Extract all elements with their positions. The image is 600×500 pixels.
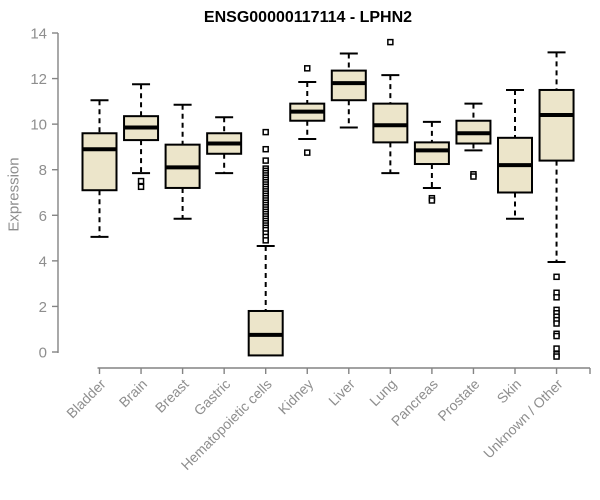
box-brain xyxy=(123,83,160,191)
x-tick-label-brain: Brain xyxy=(116,376,150,410)
iqr-box xyxy=(330,69,367,102)
y-tick-label: 4 xyxy=(39,253,47,270)
box-gastric xyxy=(206,116,243,175)
box-breast xyxy=(164,103,201,220)
outlier-point xyxy=(553,320,560,327)
y-tick-label: 14 xyxy=(30,26,47,43)
iqr-box xyxy=(81,132,118,192)
box-skin xyxy=(497,88,533,220)
outlier-point xyxy=(553,345,560,352)
y-tick-label: 0 xyxy=(39,345,47,362)
outlier-point xyxy=(262,157,269,164)
box-prostate xyxy=(455,102,492,180)
outlier-point xyxy=(304,65,311,72)
x-tick-label-bladder: Bladder xyxy=(63,376,109,422)
iqr-box xyxy=(413,141,450,166)
x-tick-label-lung: Lung xyxy=(366,376,399,409)
box-kidney xyxy=(289,65,326,156)
y-tick-label: 6 xyxy=(39,208,47,225)
iqr-box xyxy=(372,102,409,144)
outlier-point xyxy=(470,173,477,180)
y-tick-label: 12 xyxy=(30,71,47,88)
y-tick-label: 10 xyxy=(30,117,47,134)
outlier-point xyxy=(553,332,560,340)
outlier-point xyxy=(137,177,145,185)
chart-title: ENSG00000117114 - LPHN2 xyxy=(203,9,413,26)
x-tick-label-skin: Skin xyxy=(494,376,525,407)
outlier-point xyxy=(428,197,436,204)
box-liver xyxy=(330,52,367,129)
x-tick-label-liver: Liver xyxy=(325,376,358,409)
outlier-point xyxy=(553,294,560,301)
y-tick-label: 8 xyxy=(39,162,47,179)
iqr-box xyxy=(538,88,575,162)
outlier-point xyxy=(262,128,269,136)
outlier-point xyxy=(137,183,145,191)
outlier-point xyxy=(553,273,560,281)
outlier-point xyxy=(262,237,269,244)
x-tick-label-unknown-other: Unknown / Other xyxy=(480,376,566,462)
outlier-point xyxy=(387,38,394,46)
box-hematopoietic-cells xyxy=(247,128,284,357)
box-bladder xyxy=(81,99,118,238)
box-pancreas xyxy=(413,120,450,204)
x-tick-label-breast: Breast xyxy=(152,376,192,416)
box-unknown-other xyxy=(538,51,575,360)
x-tick-label-prostate: Prostate xyxy=(434,376,482,424)
box-lung xyxy=(372,38,409,175)
outlier-point xyxy=(262,145,269,153)
outlier-point xyxy=(304,149,311,156)
outlier-point xyxy=(553,353,560,360)
x-tick-label-kidney: Kidney xyxy=(275,376,317,418)
y-axis: 0 2 4 6 8 10 12 14 xyxy=(30,26,59,362)
y-tick-label: 2 xyxy=(39,299,47,316)
